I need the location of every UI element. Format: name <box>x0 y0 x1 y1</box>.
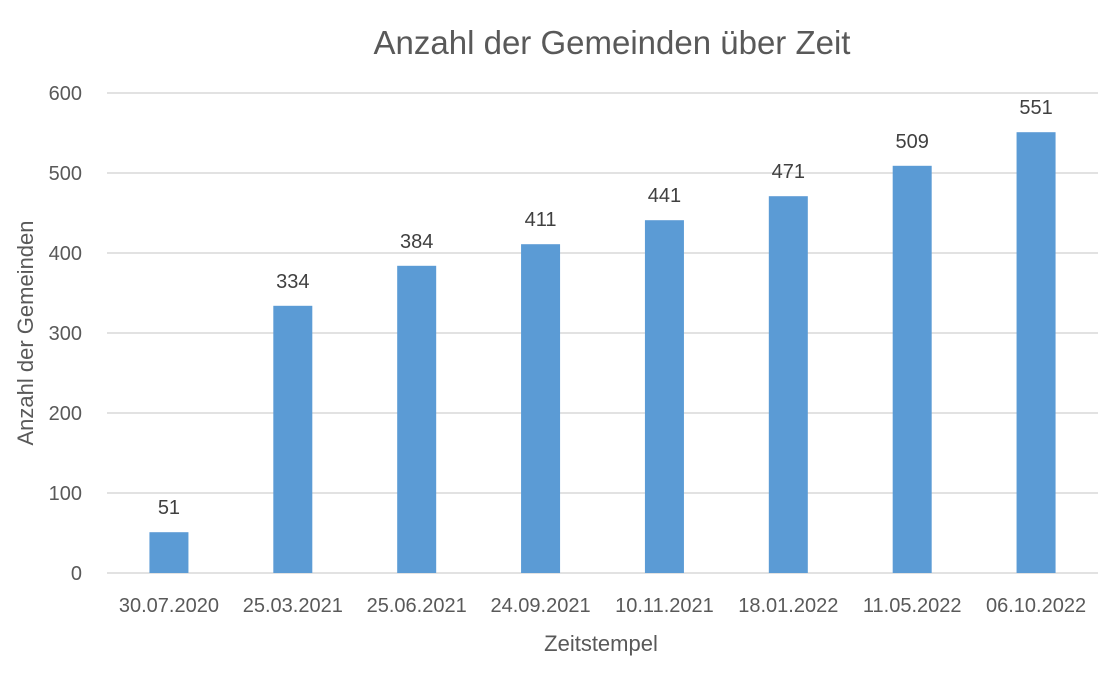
y-tick-label: 100 <box>49 483 82 505</box>
y-tick-label: 300 <box>49 323 82 345</box>
data-label: 441 <box>648 185 681 207</box>
data-label: 509 <box>896 131 929 153</box>
gridlines <box>107 92 1098 574</box>
data-label: 551 <box>1019 97 1052 119</box>
x-tick-label: 18.01.2022 <box>738 595 838 617</box>
chart-title: Anzahl der Gemeinden über Zeit <box>374 24 851 61</box>
x-tick-label: 24.09.2021 <box>491 595 591 617</box>
bar <box>149 532 189 573</box>
bar <box>768 196 808 573</box>
x-tick-label: 25.03.2021 <box>243 595 343 617</box>
bar <box>1016 132 1056 573</box>
x-axis-ticks: 30.07.2020 25.03.2021 25.06.2021 24.09.2021… <box>119 595 1086 617</box>
bar <box>273 305 313 573</box>
x-tick-label: 30.07.2020 <box>119 595 219 617</box>
data-label: 334 <box>276 271 309 293</box>
x-tick-label: 25.06.2021 <box>367 595 467 617</box>
y-tick-label: 500 <box>49 163 82 185</box>
data-label: 471 <box>772 161 805 183</box>
data-label: 51 <box>158 497 180 519</box>
y-tick-label: 0 <box>71 563 82 585</box>
x-tick-label: 10.11.2021 <box>615 595 714 617</box>
bar <box>644 220 684 573</box>
bar <box>397 265 437 573</box>
y-tick-label: 600 <box>49 83 82 105</box>
y-tick-label: 200 <box>49 403 82 425</box>
data-label: 411 <box>525 209 557 231</box>
data-label: 384 <box>400 231 433 253</box>
bars <box>149 132 1056 574</box>
x-tick-label: 06.10.2022 <box>986 595 1086 617</box>
bar <box>892 165 932 574</box>
y-tick-label: 400 <box>49 243 82 265</box>
y-axis-title: Anzahl der Gemeinden <box>13 220 38 445</box>
y-axis-ticks: 0 100 200 300 400 500 600 <box>49 83 82 585</box>
x-tick-label: 11.05.2022 <box>863 595 962 617</box>
x-axis-title: Zeitstempel <box>544 631 658 656</box>
bar <box>521 244 561 573</box>
data-labels: 51 334 384 411 441 471 509 551 <box>158 97 1053 519</box>
